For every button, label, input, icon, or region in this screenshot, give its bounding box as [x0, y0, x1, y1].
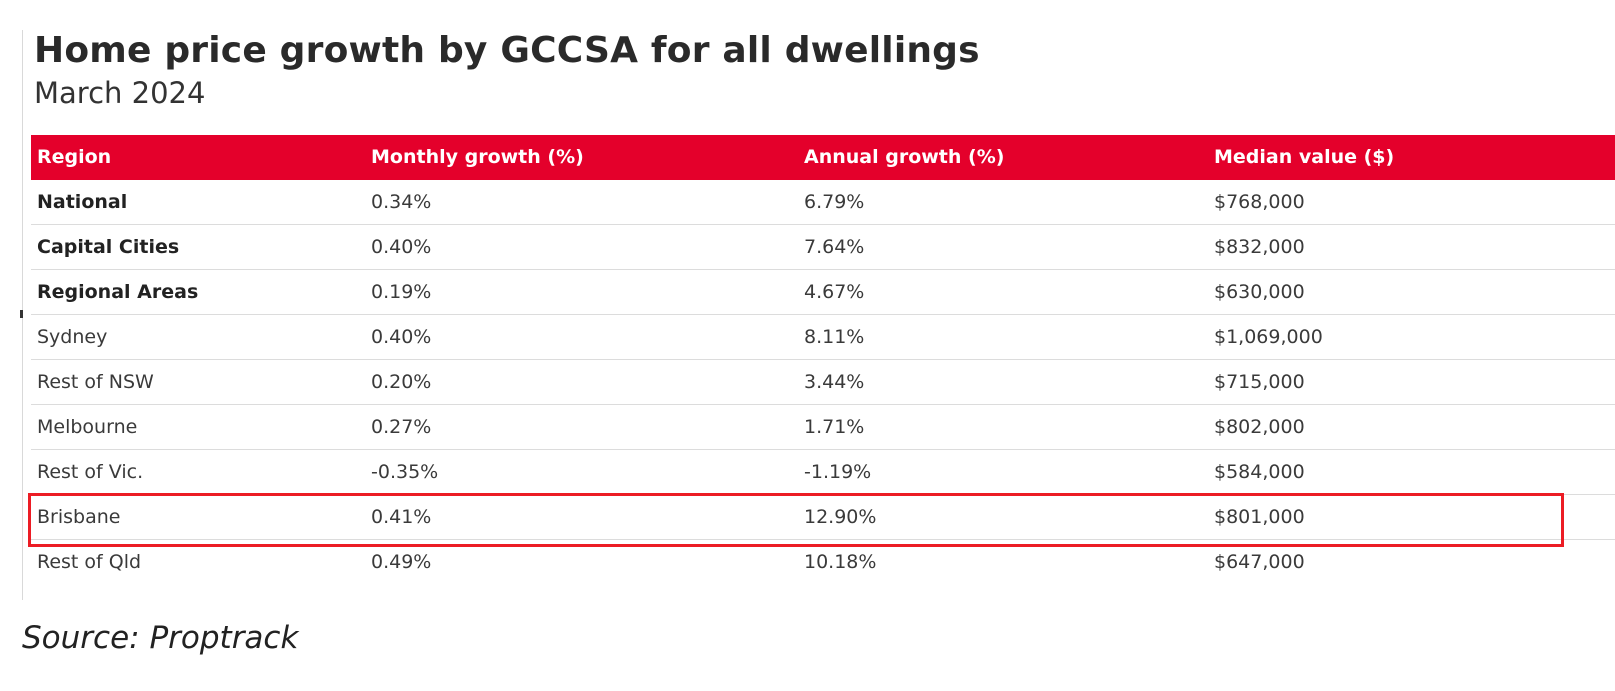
- region-cell: Rest of Qld: [37, 551, 142, 573]
- chart-title: Home price growth by GCCSA for all dwell…: [34, 30, 980, 71]
- monthly-growth-cell: -0.35%: [371, 461, 439, 483]
- table-row: Rest of Qld 0.49% 10.18% $647,000: [31, 540, 1615, 585]
- median-value-cell: $768,000: [1214, 191, 1305, 213]
- table-row: Brisbane 0.41% 12.90% $801,000: [31, 495, 1615, 540]
- median-value-cell: $630,000: [1214, 281, 1305, 303]
- region-cell: Rest of Vic.: [37, 461, 144, 483]
- table-header: Region Monthly growth (%) Annual growth …: [31, 135, 1615, 180]
- median-value-cell: $715,000: [1214, 371, 1305, 393]
- median-value-cell: $647,000: [1214, 551, 1305, 573]
- monthly-growth-cell: 0.41%: [371, 506, 432, 528]
- annual-growth-cell: 12.90%: [804, 506, 877, 528]
- region-cell: Melbourne: [37, 416, 138, 438]
- region-cell: Capital Cities: [37, 236, 180, 258]
- table-row: Sydney 0.40% 8.11% $1,069,000: [31, 315, 1615, 360]
- median-value-cell: $1,069,000: [1214, 326, 1323, 348]
- monthly-growth-cell: 0.27%: [371, 416, 432, 438]
- annual-growth-cell: 8.11%: [804, 326, 865, 348]
- table-row: Melbourne 0.27% 1.71% $802,000: [31, 405, 1615, 450]
- monthly-growth-cell: 0.40%: [371, 326, 432, 348]
- monthly-growth-cell: 0.20%: [371, 371, 432, 393]
- monthly-growth-cell: 0.49%: [371, 551, 432, 573]
- header-annual-growth: Annual growth (%): [804, 146, 1005, 168]
- table-row: Regional Areas 0.19% 4.67% $630,000: [31, 270, 1615, 315]
- annual-growth-cell: -1.19%: [804, 461, 872, 483]
- annual-growth-cell: 1.71%: [804, 416, 865, 438]
- table-row: Rest of NSW 0.20% 3.44% $715,000: [31, 360, 1615, 405]
- header-monthly-growth: Monthly growth (%): [371, 146, 584, 168]
- header-median-value: Median value ($): [1214, 146, 1395, 168]
- table-body: National 0.34% 6.79% $768,000 Capital Cities…: [31, 180, 1615, 585]
- annual-growth-cell: 4.67%: [804, 281, 865, 303]
- region-cell: National: [37, 191, 128, 213]
- region-cell: Sydney: [37, 326, 108, 348]
- monthly-growth-cell: 0.19%: [371, 281, 432, 303]
- region-cell: Regional Areas: [37, 281, 199, 303]
- table-row: National 0.34% 6.79% $768,000: [31, 180, 1615, 225]
- annual-growth-cell: 6.79%: [804, 191, 865, 213]
- chart-subtitle: March 2024: [34, 76, 206, 110]
- median-value-cell: $802,000: [1214, 416, 1305, 438]
- median-value-cell: $584,000: [1214, 461, 1305, 483]
- monthly-growth-cell: 0.34%: [371, 191, 432, 213]
- median-value-cell: $801,000: [1214, 506, 1305, 528]
- header-region: Region: [37, 146, 112, 168]
- left-border-tick: [20, 310, 23, 318]
- region-cell: Brisbane: [37, 506, 121, 528]
- table-row: Rest of Vic. -0.35% -1.19% $584,000: [31, 450, 1615, 495]
- annual-growth-cell: 7.64%: [804, 236, 865, 258]
- source-caption: Source: Proptrack: [22, 620, 299, 656]
- growth-table: Region Monthly growth (%) Annual growth …: [31, 135, 1615, 585]
- median-value-cell: $832,000: [1214, 236, 1305, 258]
- monthly-growth-cell: 0.40%: [371, 236, 432, 258]
- table-row: Capital Cities 0.40% 7.64% $832,000: [31, 225, 1615, 270]
- annual-growth-cell: 10.18%: [804, 551, 877, 573]
- annual-growth-cell: 3.44%: [804, 371, 865, 393]
- region-cell: Rest of NSW: [37, 371, 154, 393]
